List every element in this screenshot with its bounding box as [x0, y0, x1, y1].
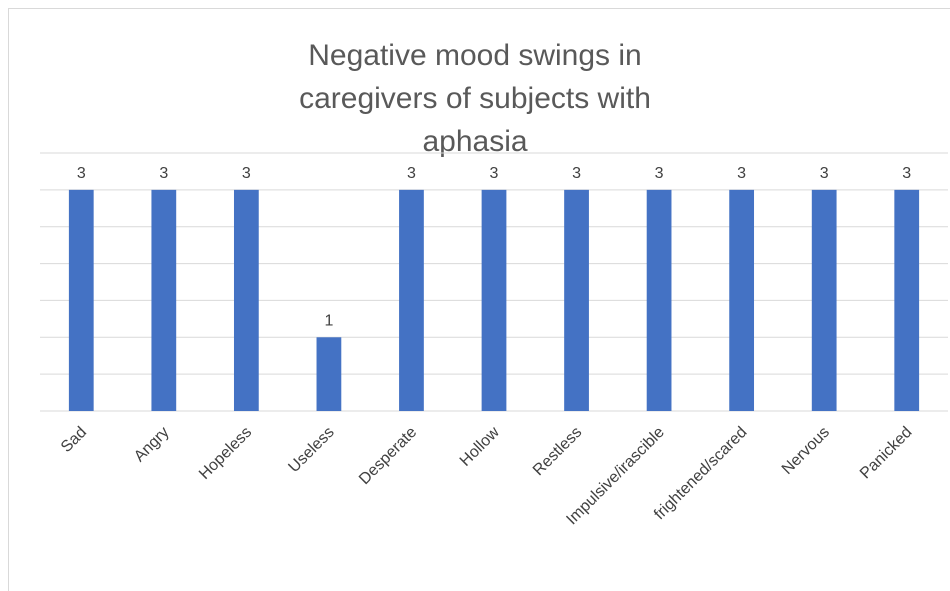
data-label: 3	[572, 165, 581, 182]
x-tick-label: Restless	[530, 424, 585, 479]
x-tick-label: frightened/scared	[651, 424, 750, 523]
bar	[729, 189, 755, 411]
x-tick-label: Angry	[131, 424, 173, 466]
bar	[68, 189, 94, 411]
x-tick-label: Hopeless	[196, 424, 255, 483]
bar	[316, 337, 342, 411]
data-label: 3	[737, 165, 746, 182]
data-label: 3	[242, 165, 251, 182]
data-label: 3	[490, 165, 499, 182]
chart-title: Negative mood swings in caregivers of su…	[299, 39, 651, 158]
chart-frame	[8, 8, 950, 591]
bar	[564, 189, 589, 411]
bar	[894, 189, 920, 411]
x-tick-label: Panicked	[857, 424, 916, 483]
data-label: 3	[77, 165, 86, 182]
x-tick-label: Hollow	[457, 423, 503, 469]
bar	[646, 189, 672, 411]
data-label: 3	[820, 165, 829, 182]
data-label: 3	[902, 165, 911, 182]
data-label: 1	[324, 312, 333, 329]
data-label: 3	[407, 165, 416, 182]
x-tick-label: Desperate	[356, 424, 420, 488]
bar	[481, 189, 507, 411]
bar	[151, 189, 177, 411]
bar	[811, 189, 837, 411]
x-tick-label: Sad	[58, 424, 90, 456]
bar	[233, 189, 259, 411]
x-tick-label: Nervous	[779, 424, 833, 478]
data-label: 3	[655, 165, 664, 182]
data-label: 3	[159, 165, 168, 182]
bar	[399, 189, 424, 411]
x-tick-label: Useless	[285, 424, 337, 476]
